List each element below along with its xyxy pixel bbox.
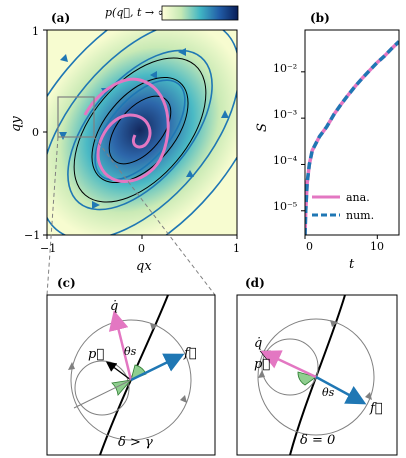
panel-a-ticks	[43, 29, 238, 239]
a-ytick-2: −1	[24, 229, 40, 242]
c-p-arrow	[105, 361, 132, 381]
panel-a-label: (a)	[51, 11, 70, 25]
c-radius-line	[73, 379, 132, 409]
panel-b-frame	[304, 29, 400, 236]
c-inner-circle	[74, 360, 130, 416]
b-legend: ana. num.	[312, 191, 374, 222]
d-qdot-label: q̇	[254, 336, 262, 351]
colorbar	[161, 5, 239, 21]
b-xlabel: t	[349, 257, 355, 272]
b-ytick-3: 10⁻⁵	[273, 200, 297, 213]
c-f-arrow	[130, 353, 185, 382]
d-outer-circle	[257, 318, 375, 436]
b-xtick-1: 10	[370, 240, 384, 253]
c-f-label: f⃗	[183, 346, 197, 361]
c-arrow-left	[68, 362, 75, 370]
d-arrow-top	[330, 320, 338, 327]
d-p-label: p⃗	[254, 357, 270, 372]
a-xtick-2: 1	[233, 242, 240, 255]
panel-c-label: (c)	[57, 276, 76, 290]
d-arrow-left	[258, 370, 265, 378]
trajectory-spiral	[83, 77, 170, 183]
b-ytick-1: 10⁻³	[273, 108, 297, 121]
c-qdot-label: q̇	[110, 299, 118, 314]
c-qdot-arrow	[108, 310, 133, 381]
a-xlabel: qx	[136, 259, 152, 274]
probability-heatmap	[47, 30, 237, 235]
b-ylabel: S	[255, 123, 270, 132]
c-angle-wedge	[111, 379, 133, 396]
d-f-label: f⃗	[369, 401, 383, 416]
a-ytick-1: 0	[32, 126, 39, 139]
panel-d-label: (d)	[245, 276, 265, 290]
d-arrow-right	[365, 392, 372, 400]
c-arrow-right	[180, 395, 187, 403]
c-outer-circle	[70, 319, 192, 441]
colorbar-label: p(q⃗, t → ∞)	[105, 6, 171, 19]
series-line-num	[305, 40, 399, 235]
panel-b-label: (b)	[310, 11, 330, 25]
panel-b-ticks	[301, 71, 378, 239]
a-xtick-0: −1	[40, 242, 56, 255]
panel-a: (a) p(q⃗, t → ∞) −1 0 1 1 0 −1 qx qy	[9, 5, 240, 274]
a-xtick-1: 0	[138, 242, 145, 255]
a-ylabel: qy	[9, 116, 24, 132]
d-inner-circle	[261, 338, 319, 396]
b-ytick-2: 10⁻⁴	[273, 154, 298, 167]
chart-plot-area	[305, 40, 399, 235]
legend-label-num: num.	[346, 209, 374, 222]
d-f-arrow	[315, 375, 367, 405]
zoom-connectors	[46, 136, 216, 296]
d-qdot-arrow	[260, 350, 317, 379]
c-theta-label: θs	[124, 345, 137, 358]
d-theta-label: θs	[322, 386, 335, 399]
d-condition: δ = 0	[300, 433, 335, 448]
legend-label-ana: ana.	[346, 191, 370, 204]
c-p-label: p⃗	[88, 347, 104, 362]
c-condition: δ > γ	[118, 435, 153, 450]
a-ytick-0: 1	[32, 25, 39, 38]
panel-d-frame	[236, 294, 398, 456]
panel-c-frame	[46, 294, 216, 456]
d-theta-wedge	[297, 371, 317, 386]
b-xtick-0: 0	[306, 240, 313, 253]
b-ytick-0: 10⁻²	[273, 62, 297, 75]
panel-d: (d) q̇ p⃗ f⃗ θs δ = 0	[236, 276, 398, 456]
zoom-box	[57, 96, 95, 138]
series-line-ana	[305, 40, 399, 235]
panel-c: (c) q̇ p⃗ f⃗ θs δ > γ	[46, 276, 216, 456]
c-arrow-top	[150, 323, 158, 330]
panel-b: (b) 10⁻² 10⁻³ 10⁻⁴ 10⁻⁵ 0 10 t S ana. nu…	[255, 11, 400, 272]
